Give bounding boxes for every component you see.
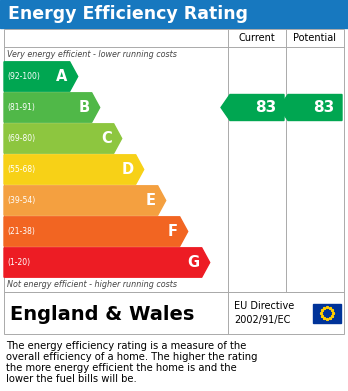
Text: England & Wales: England & Wales: [10, 305, 195, 323]
Text: lower the fuel bills will be.: lower the fuel bills will be.: [6, 374, 137, 384]
Text: (21-38): (21-38): [7, 227, 35, 236]
Text: the more energy efficient the home is and the: the more energy efficient the home is an…: [6, 363, 237, 373]
Polygon shape: [4, 186, 166, 215]
Text: (69-80): (69-80): [7, 134, 35, 143]
Bar: [4, 29, 344, 292]
Text: Very energy efficient - lower running costs: Very energy efficient - lower running co…: [7, 50, 177, 59]
Text: (1-20): (1-20): [7, 258, 30, 267]
Text: (92-100): (92-100): [7, 72, 40, 81]
Text: Potential: Potential: [293, 33, 337, 43]
Bar: [0, 0, 348, 28]
Polygon shape: [4, 248, 210, 277]
Text: overall efficiency of a home. The higher the rating: overall efficiency of a home. The higher…: [6, 352, 258, 362]
Text: B: B: [79, 100, 90, 115]
Text: Current: Current: [239, 33, 275, 43]
Polygon shape: [221, 95, 284, 120]
Text: (39-54): (39-54): [7, 196, 35, 205]
Text: F: F: [168, 224, 178, 239]
Text: EU Directive
2002/91/EC: EU Directive 2002/91/EC: [234, 301, 294, 325]
Polygon shape: [4, 62, 78, 91]
Polygon shape: [4, 93, 100, 122]
Polygon shape: [4, 217, 188, 246]
Text: 83: 83: [255, 100, 277, 115]
Bar: [4, 292, 344, 334]
Text: C: C: [101, 131, 112, 146]
Text: D: D: [121, 162, 134, 177]
Text: A: A: [56, 69, 68, 84]
Text: G: G: [188, 255, 200, 270]
Text: (81-91): (81-91): [7, 103, 35, 112]
Polygon shape: [4, 155, 144, 184]
Text: (55-68): (55-68): [7, 165, 35, 174]
Text: Not energy efficient - higher running costs: Not energy efficient - higher running co…: [7, 280, 177, 289]
Text: E: E: [146, 193, 156, 208]
Text: Energy Efficiency Rating: Energy Efficiency Rating: [8, 5, 248, 23]
Polygon shape: [279, 95, 342, 120]
Bar: [313, 303, 341, 323]
Text: 83: 83: [314, 100, 335, 115]
Polygon shape: [4, 124, 122, 153]
Text: The energy efficiency rating is a measure of the: The energy efficiency rating is a measur…: [6, 341, 246, 351]
